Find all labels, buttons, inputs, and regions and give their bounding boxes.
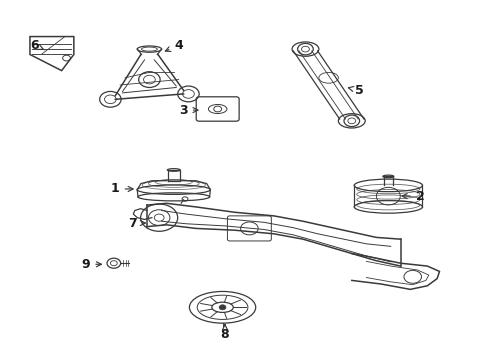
Text: 8: 8 [220, 324, 229, 341]
Text: 7: 7 [128, 216, 145, 230]
Text: 3: 3 [179, 104, 198, 117]
Text: 9: 9 [81, 258, 101, 271]
Text: 1: 1 [111, 183, 133, 195]
Text: 5: 5 [347, 84, 363, 97]
Text: 4: 4 [165, 39, 183, 52]
Text: 2: 2 [401, 190, 424, 203]
Text: 6: 6 [30, 39, 44, 52]
Circle shape [219, 305, 225, 310]
